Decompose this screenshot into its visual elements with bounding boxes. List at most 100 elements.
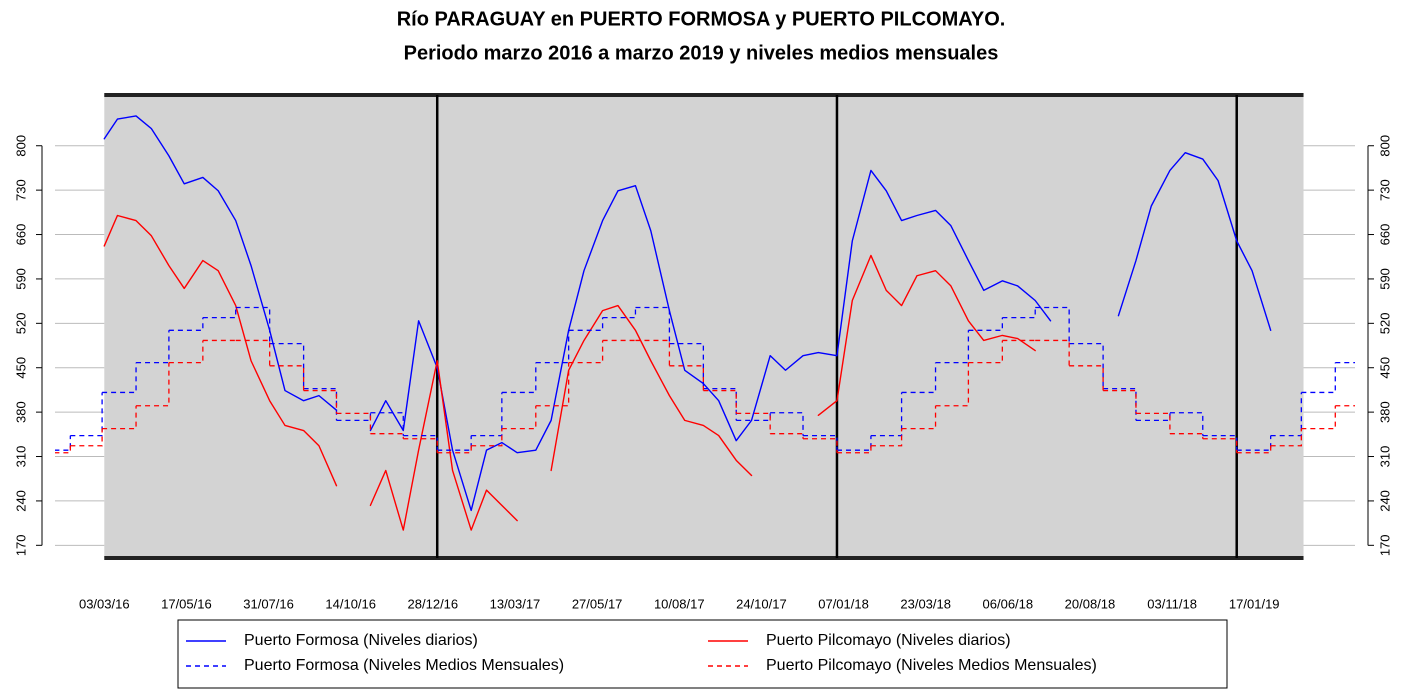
monthly-step bbox=[1236, 445, 1272, 454]
y-tick-label: 240 bbox=[1377, 490, 1392, 512]
y-tick-label: 660 bbox=[13, 224, 28, 246]
monthly-step bbox=[471, 428, 503, 447]
monthly-step bbox=[102, 362, 137, 394]
monthly-step bbox=[437, 435, 472, 451]
legend-label: Puerto Formosa (Niveles Medios Mensuales… bbox=[244, 657, 564, 674]
monthly-step bbox=[55, 445, 71, 454]
y-tick-label: 590 bbox=[13, 268, 28, 290]
monthly-step bbox=[870, 428, 903, 447]
monthly-step bbox=[168, 317, 204, 331]
monthly-step bbox=[901, 362, 937, 394]
monthly-step bbox=[770, 433, 804, 439]
chart-title: Río PARAGUAY en PUERTO FORMOSA y PUERTO … bbox=[397, 8, 1006, 30]
y-tick-label: 800 bbox=[13, 135, 28, 157]
legend-label: Puerto Pilcomayo (Niveles Medios Mensual… bbox=[766, 657, 1097, 674]
monthly-step bbox=[1069, 342, 1104, 389]
monthly-step bbox=[1270, 428, 1302, 447]
data-layer bbox=[55, 115, 1355, 531]
monthly-step bbox=[235, 306, 271, 344]
x-tick-label: 31/07/16 bbox=[243, 596, 294, 611]
monthly-step bbox=[1169, 412, 1204, 436]
monthly-step bbox=[269, 365, 305, 391]
monthly-step bbox=[535, 330, 570, 364]
monthly-step bbox=[437, 445, 472, 454]
monthly-step bbox=[669, 342, 705, 389]
daily-line bbox=[550, 304, 753, 477]
monthly-step bbox=[136, 362, 170, 407]
monthly-step bbox=[370, 412, 404, 436]
monthly-step bbox=[935, 362, 970, 407]
y-tick-label: 730 bbox=[13, 179, 28, 201]
y-tick-label: 170 bbox=[1377, 534, 1392, 556]
monthly-step bbox=[1169, 433, 1204, 439]
y-tick-label: 800 bbox=[1377, 135, 1392, 157]
monthly-step bbox=[70, 392, 103, 437]
shaded-layer bbox=[104, 95, 1304, 558]
monthly-step bbox=[568, 340, 604, 364]
y-tick-label: 590 bbox=[1377, 268, 1392, 290]
y-tick-label: 450 bbox=[13, 357, 28, 379]
daily-line bbox=[1117, 152, 1272, 332]
monthly-step bbox=[70, 428, 103, 447]
axis-layer: 170 170 240 240 310 310 380 380 450 450 520 520 590 5… bbox=[13, 93, 1392, 611]
shaded-period bbox=[104, 95, 1304, 558]
x-tick-label: 10/08/17 bbox=[654, 596, 705, 611]
y-tick-label: 310 bbox=[1377, 446, 1392, 468]
x-tick-label: 17/01/19 bbox=[1229, 596, 1280, 611]
monthly-step bbox=[1103, 388, 1137, 421]
monthly-step bbox=[1301, 405, 1336, 430]
monthly-step bbox=[602, 307, 637, 319]
x-tick-label: 23/03/18 bbox=[900, 596, 951, 611]
monthly-step bbox=[1236, 435, 1272, 451]
y-tick-label: 730 bbox=[1377, 179, 1392, 201]
x-tick-label: 17/05/16 bbox=[161, 596, 212, 611]
monthly-step bbox=[501, 405, 537, 430]
monthly-step bbox=[1035, 339, 1070, 366]
y-tick-label: 520 bbox=[1377, 312, 1392, 334]
monthly-step bbox=[635, 339, 671, 366]
monthly-step bbox=[303, 389, 338, 414]
x-tick-label: 14/10/16 bbox=[325, 596, 376, 611]
monthly-step bbox=[269, 342, 305, 389]
legend: Puerto Formosa (Niveles diarios) Puerto P… bbox=[186, 632, 1097, 674]
monthly-step bbox=[669, 365, 705, 391]
monthly-step bbox=[102, 405, 137, 430]
monthly-step bbox=[803, 434, 838, 451]
monthly-step bbox=[1135, 412, 1171, 434]
chart-subtitle: Periodo marzo 2016 a marzo 2019 y nivele… bbox=[404, 42, 999, 64]
monthly-step bbox=[202, 307, 237, 319]
daily-line bbox=[369, 360, 518, 531]
x-tick-label: 03/11/18 bbox=[1147, 596, 1197, 611]
monthly-step bbox=[370, 433, 404, 439]
monthly-step bbox=[535, 362, 570, 407]
y-tick-label: 380 bbox=[1377, 401, 1392, 423]
monthly-step bbox=[403, 438, 438, 453]
monthly-step bbox=[968, 317, 1003, 331]
monthly-step bbox=[1103, 389, 1137, 414]
x-tick-label: 27/05/17 bbox=[572, 596, 623, 611]
y-tick-label: 240 bbox=[13, 490, 28, 512]
monthly-step bbox=[703, 388, 737, 421]
monthly-step bbox=[303, 388, 338, 421]
monthly-step bbox=[168, 340, 204, 364]
monthly-step bbox=[55, 435, 71, 451]
y-tick-label: 450 bbox=[1377, 357, 1392, 379]
monthly-step bbox=[1035, 306, 1070, 344]
legend-label: Puerto Formosa (Niveles diarios) bbox=[244, 632, 478, 649]
monthly-step bbox=[1301, 362, 1336, 394]
monthly-step bbox=[1135, 412, 1171, 422]
monthly-step bbox=[136, 330, 170, 364]
y-tick-label: 520 bbox=[13, 312, 28, 334]
monthly-step bbox=[968, 340, 1003, 364]
y-tick-label: 310 bbox=[13, 446, 28, 468]
x-tick-label: 28/12/16 bbox=[408, 596, 459, 611]
daily-line bbox=[817, 254, 1036, 416]
monthly-step bbox=[1069, 365, 1104, 391]
monthly-step bbox=[703, 389, 737, 414]
x-tick-label: 13/03/17 bbox=[490, 596, 541, 611]
monthly-step bbox=[336, 412, 372, 422]
monthly-step bbox=[736, 412, 771, 422]
legend-label: Puerto Pilcomayo (Niveles diarios) bbox=[766, 632, 1011, 649]
monthly-step bbox=[736, 412, 771, 434]
